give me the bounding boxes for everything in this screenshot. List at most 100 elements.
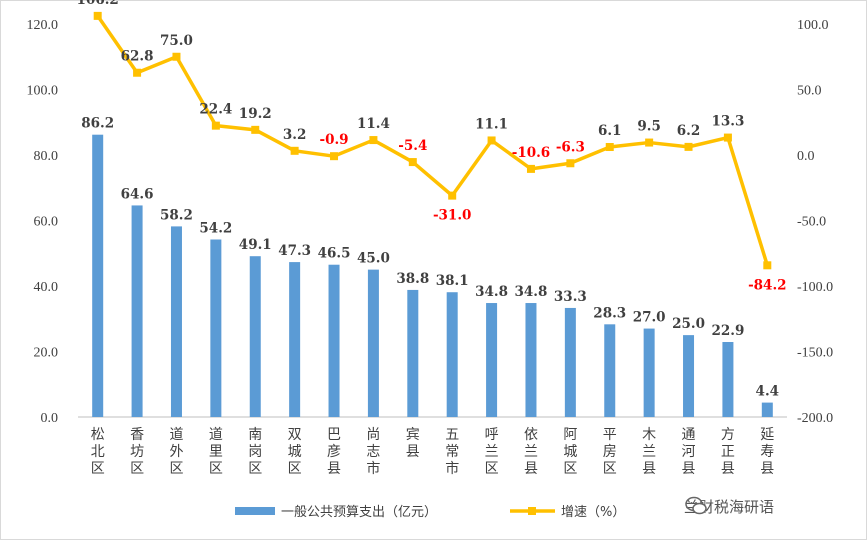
y-left-tick-label: 0.0 — [41, 411, 59, 426]
line-value-label: 9.5 — [637, 119, 661, 135]
watermark-text: 兰财税海研语 — [684, 497, 775, 516]
line-marker — [408, 158, 417, 167]
bar — [367, 269, 379, 417]
line-marker — [330, 152, 339, 161]
legend-bar-label: 一般公共预算支出（亿元） — [281, 504, 437, 520]
line-value-label: -6.3 — [556, 139, 585, 155]
watermark: 兰财税海研语 — [684, 494, 774, 518]
category-label: 巴彦县 — [327, 427, 341, 477]
bar — [683, 335, 695, 417]
y-left-tick-label: 40.0 — [34, 280, 59, 295]
y-right-tick-label: -50.0 — [797, 215, 826, 230]
y-left-tick-label: 20.0 — [34, 346, 59, 361]
line-marker — [684, 142, 693, 151]
bar-value-label: 28.3 — [593, 305, 626, 321]
growth-line — [96, 14, 769, 266]
bar — [722, 342, 734, 417]
line-marker — [133, 68, 142, 77]
line-value-label: 19.2 — [239, 106, 272, 122]
category-label: 五常市 — [445, 427, 459, 477]
bar-value-label: 34.8 — [515, 284, 548, 300]
y-right-tick-label: 50.0 — [797, 84, 822, 99]
line-value-label: 11.1 — [475, 116, 508, 132]
legend-line-label: 增速（%） — [561, 505, 625, 520]
line-marker — [251, 125, 260, 134]
bar-value-label: 54.2 — [199, 220, 232, 236]
bar-value-label: 33.3 — [554, 289, 587, 305]
bar-value-label: 38.1 — [436, 273, 469, 289]
bar-value-label: 49.1 — [239, 237, 272, 253]
line-marker — [211, 121, 220, 130]
category-label: 尚志市 — [366, 427, 380, 477]
bar — [92, 134, 104, 417]
line-value-label: -84.2 — [748, 277, 786, 293]
line-marker — [448, 191, 457, 200]
bar — [131, 205, 143, 417]
line-value-label: 11.4 — [357, 116, 390, 132]
y-right-tick-label: -200.0 — [797, 411, 833, 426]
y-left-tick-label: 60.0 — [34, 215, 59, 230]
bar — [210, 239, 222, 417]
category-label: 通河县 — [682, 427, 696, 477]
bar-value-label: 25.0 — [672, 316, 705, 332]
line-value-label: 13.3 — [711, 114, 744, 130]
bar-value-label: 86.2 — [81, 116, 114, 132]
bar — [249, 256, 261, 417]
y-left-tick-label: 100.0 — [27, 84, 59, 99]
line-marker — [763, 261, 772, 270]
bar — [761, 402, 773, 417]
category-label: 宾县 — [406, 427, 420, 460]
line-marker — [566, 159, 575, 168]
legend-line-marker — [528, 507, 536, 515]
category-label: 道外区 — [169, 427, 183, 477]
bar-value-label: 58.2 — [160, 207, 193, 223]
wechat-icon — [685, 496, 707, 515]
bar — [446, 292, 458, 417]
bar-value-label: 22.9 — [711, 323, 744, 339]
line-marker — [487, 136, 496, 145]
category-label: 木兰县 — [642, 427, 656, 477]
line-marker — [290, 146, 299, 155]
bar-value-label: 45.0 — [357, 251, 390, 267]
bar-value-label: 46.5 — [318, 246, 351, 262]
bar — [643, 328, 655, 417]
bar-value-label: 64.6 — [121, 186, 154, 202]
line-marker — [526, 164, 535, 173]
y-right-tick-label: 0.0 — [797, 149, 815, 164]
bar-value-label: 27.0 — [633, 310, 666, 326]
line-marker — [172, 52, 181, 61]
bar-value-label: 47.3 — [278, 243, 311, 259]
line-value-label: 3.2 — [283, 127, 307, 143]
legend-bar-swatch — [235, 507, 275, 515]
line-marker — [723, 133, 732, 142]
category-label: 双城区 — [288, 427, 302, 477]
bar — [170, 226, 182, 417]
bar-value-label: 38.8 — [396, 271, 429, 287]
category-label: 依兰县 — [524, 427, 538, 477]
y-right-tick-label: 100.0 — [797, 18, 829, 33]
bar — [289, 262, 301, 417]
category-label: 方正县 — [721, 427, 735, 477]
line-marker — [645, 138, 654, 147]
bar — [525, 303, 537, 417]
line-value-label: 75.0 — [160, 33, 193, 49]
line-value-label: 106.2 — [77, 0, 119, 8]
bar — [407, 289, 419, 417]
category-label: 阿城区 — [563, 427, 577, 477]
bar-value-label: 4.4 — [756, 384, 780, 400]
line-value-label: 22.4 — [199, 102, 232, 118]
line-value-label: 6.1 — [598, 123, 622, 139]
bar-value-label: 34.8 — [475, 284, 508, 300]
y-left-tick-label: 80.0 — [34, 149, 59, 164]
line-marker — [369, 136, 378, 145]
line-value-label: 62.8 — [121, 49, 154, 65]
category-label: 延寿县 — [760, 427, 774, 477]
line-value-label: -31.0 — [433, 208, 471, 224]
bar — [564, 307, 576, 417]
line-value-label: -0.9 — [319, 132, 348, 148]
bar — [328, 264, 340, 417]
category-label: 南岗区 — [248, 427, 262, 477]
bar — [486, 303, 498, 417]
